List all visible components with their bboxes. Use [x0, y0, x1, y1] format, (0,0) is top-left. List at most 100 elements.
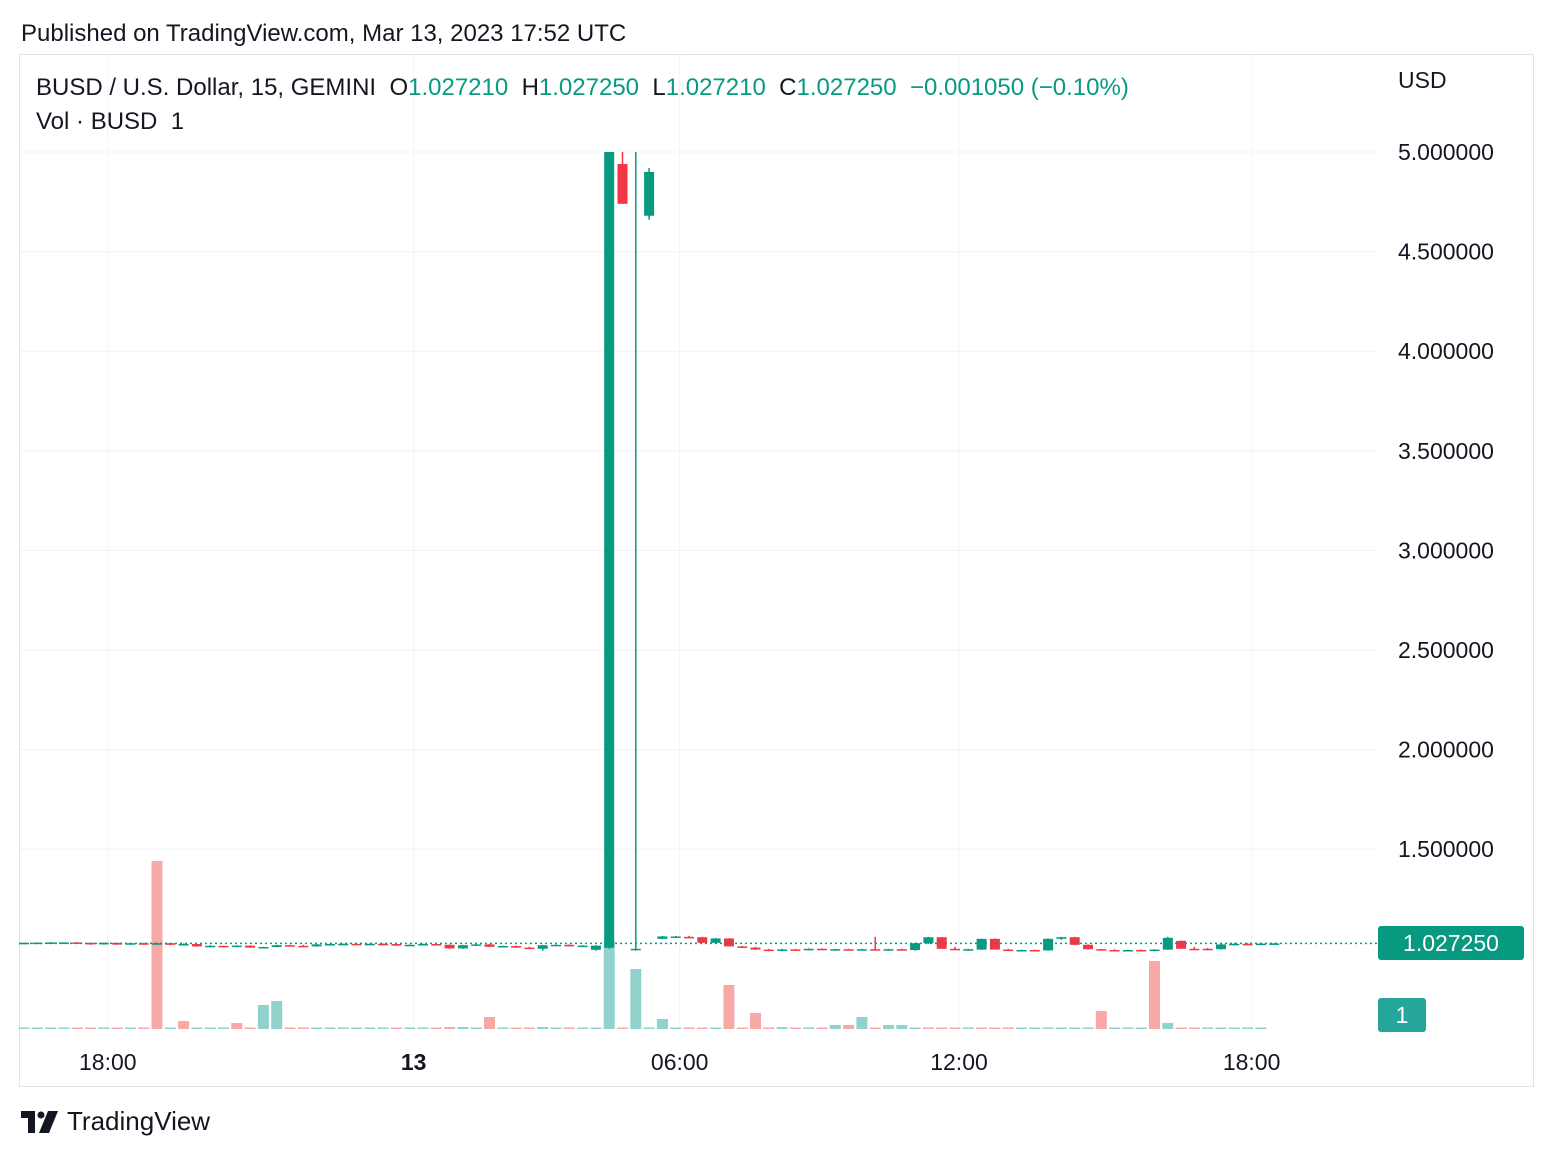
volume-label[interactable]: Vol · BUSD — [36, 108, 158, 135]
volume-bar — [1042, 1027, 1054, 1029]
candle-body — [364, 943, 375, 946]
y-tick-label: 4.000000 — [1398, 338, 1494, 364]
x-tick-label: 12:00 — [930, 1049, 988, 1075]
volume-bar — [829, 1025, 841, 1029]
candle-body — [311, 944, 322, 947]
candle-body — [551, 944, 561, 947]
candle-body — [245, 945, 256, 948]
volume-bar — [151, 861, 163, 1029]
volume-bar — [710, 1027, 722, 1029]
candle-body — [138, 943, 149, 945]
y-tick-label: 2.000000 — [1398, 737, 1494, 763]
y-tick-label: 1.500000 — [1398, 836, 1494, 862]
volume-bar — [1135, 1027, 1147, 1029]
candle-body — [1202, 948, 1213, 951]
candle-body — [1189, 948, 1200, 951]
candle-body — [471, 944, 482, 946]
volume-bar — [1122, 1027, 1134, 1029]
x-tick-label: 06:00 — [651, 1049, 709, 1075]
ohlc-legend: BUSD / U.S. Dollar, 15, GEMINI O1.027210… — [36, 74, 1129, 102]
open-value: 1.027210 — [408, 74, 509, 101]
volume-bar — [484, 1017, 495, 1029]
candle-body — [697, 937, 708, 943]
volume-bar — [922, 1027, 934, 1029]
candle-body — [205, 945, 216, 948]
chart-frame — [19, 54, 1534, 1087]
volume-bar — [1055, 1027, 1067, 1029]
tradingview-brand[interactable]: TradingView — [21, 1106, 210, 1137]
volume-bar — [1202, 1027, 1214, 1029]
candle-body — [1016, 949, 1027, 952]
candle-body — [1136, 949, 1147, 952]
candle-body — [976, 938, 987, 950]
volume-bar — [643, 1027, 655, 1029]
volume-bar — [58, 1027, 70, 1029]
candle-body — [391, 944, 402, 946]
high-label: H — [521, 74, 539, 101]
volume-bar — [257, 1005, 269, 1029]
volume-bar — [962, 1027, 974, 1029]
symbol-title[interactable]: BUSD / U.S. Dollar, 15, GEMINI — [36, 74, 377, 101]
volume-bar — [71, 1027, 83, 1029]
volume-bar — [537, 1027, 549, 1029]
candle-body — [617, 163, 628, 204]
candle-body — [497, 946, 508, 948]
candle-body — [910, 943, 921, 950]
candle-body — [444, 944, 455, 949]
volume-bar — [563, 1027, 575, 1029]
currency-label[interactable]: USD — [1398, 67, 1447, 93]
candle-body — [830, 949, 841, 951]
volume-legend: Vol · BUSD 1 — [36, 108, 184, 136]
candle-body — [1176, 940, 1187, 949]
volume-bar — [1228, 1027, 1240, 1029]
volume-bar — [231, 1023, 243, 1029]
volume-bar — [111, 1027, 123, 1029]
candle-body — [298, 945, 309, 948]
y-tick-label: 4.500000 — [1398, 239, 1494, 265]
candle-body — [1149, 949, 1160, 952]
volume-bar — [470, 1027, 482, 1029]
candle-body — [1255, 943, 1266, 946]
candle-body — [511, 946, 522, 948]
volume-bar — [1162, 1023, 1174, 1029]
volume-bar — [577, 1027, 589, 1029]
candle-body — [72, 942, 83, 944]
candle-body — [564, 944, 575, 947]
candle-body — [1269, 943, 1280, 945]
candle-body — [1122, 949, 1133, 952]
candle-body — [896, 949, 907, 951]
volume-bar — [510, 1027, 522, 1029]
volume-bar — [696, 1027, 708, 1029]
x-tick-label: 18:00 — [1223, 1049, 1281, 1075]
candle-body — [963, 949, 974, 951]
y-tick-label: 3.000000 — [1398, 537, 1494, 563]
candle-body — [989, 938, 1000, 950]
volume-bar — [843, 1025, 855, 1029]
tradingview-logo-icon — [21, 1110, 58, 1133]
volume-bar — [164, 1027, 176, 1029]
volume-bar — [936, 1027, 948, 1029]
volume-bar — [324, 1027, 336, 1029]
candle-body — [577, 945, 588, 948]
volume-bar — [377, 1027, 389, 1029]
volume-bar — [630, 969, 642, 1029]
volume-bar — [191, 1027, 203, 1029]
candle-body — [457, 945, 468, 949]
volume-bar — [683, 1027, 695, 1029]
volume-bar — [204, 1027, 216, 1029]
candle-body — [763, 949, 774, 952]
candle-body — [1242, 943, 1253, 946]
volume-bar — [31, 1027, 43, 1029]
change-value: −0.001050 (−0.10%) — [909, 74, 1129, 101]
candle-body — [670, 936, 681, 938]
candle-body — [191, 944, 202, 947]
candle-body — [950, 948, 960, 951]
candle-body — [644, 171, 655, 216]
volume-bar — [550, 1027, 562, 1029]
candle-body — [856, 949, 867, 951]
last-volume-tag: 1 — [1378, 998, 1426, 1032]
volume-bar — [138, 1027, 150, 1029]
candle-body — [98, 942, 109, 945]
candle-body — [258, 947, 269, 949]
